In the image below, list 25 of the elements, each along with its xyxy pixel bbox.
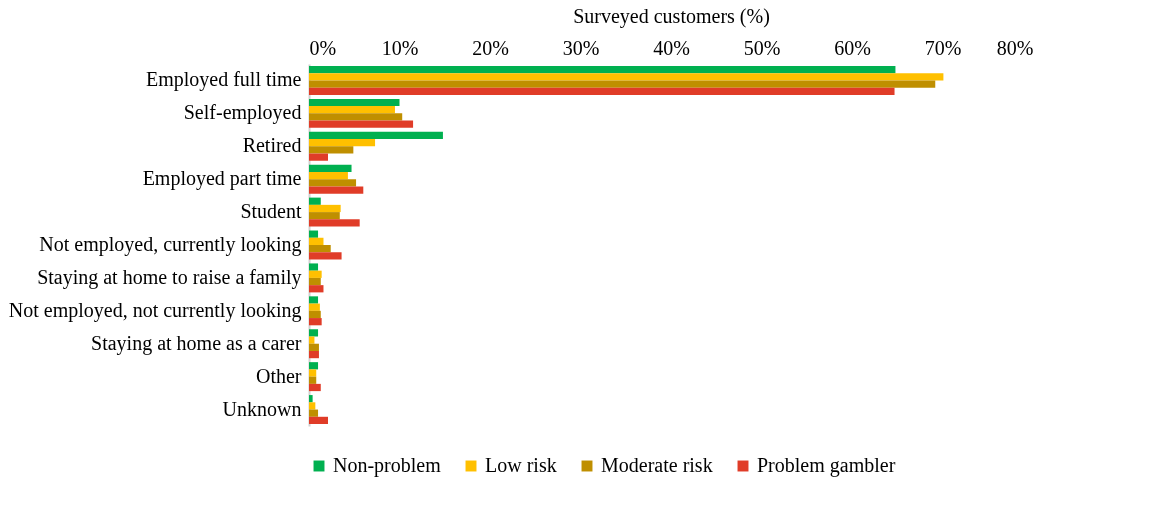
- y-tick-label: Not employed, currently looking: [39, 233, 302, 256]
- y-tick-label: Staying at home as a carer: [91, 331, 302, 355]
- x-tick-label: 40%: [653, 36, 690, 59]
- y-tick-label: Self-employed: [183, 101, 302, 125]
- y-tick-label: Not employed, not currently looking: [8, 298, 302, 322]
- x-tick-label: 50%: [743, 36, 781, 59]
- x-tick-label: 20%: [472, 36, 509, 59]
- legend-label: Problem gambler: [757, 454, 896, 477]
- x-tick-label: 60%: [834, 36, 871, 59]
- legend-label: Moderate risk: [601, 454, 713, 476]
- y-tick-label: Student: [240, 200, 302, 223]
- x-tick-label: 0%: [309, 36, 337, 59]
- x-tick-label: 30%: [562, 36, 600, 59]
- y-tick-label: Retired: [242, 134, 302, 157]
- y-tick-label: Employed full time: [145, 68, 302, 92]
- x-tick-label: 80%: [996, 36, 1034, 59]
- legend-label: Low risk: [485, 454, 557, 476]
- y-tick-label: Unknown: [222, 397, 302, 420]
- x-axis-title: Surveyed customers (%): [573, 4, 770, 28]
- y-tick-label: Staying at home to raise a family: [37, 265, 302, 289]
- legend-label: Non-problem: [333, 454, 442, 477]
- y-tick-label: Other: [255, 364, 302, 387]
- x-tick-label: 70%: [924, 36, 962, 59]
- x-tick-label: 10%: [381, 36, 419, 59]
- y-tick-label: Employed part time: [142, 167, 302, 191]
